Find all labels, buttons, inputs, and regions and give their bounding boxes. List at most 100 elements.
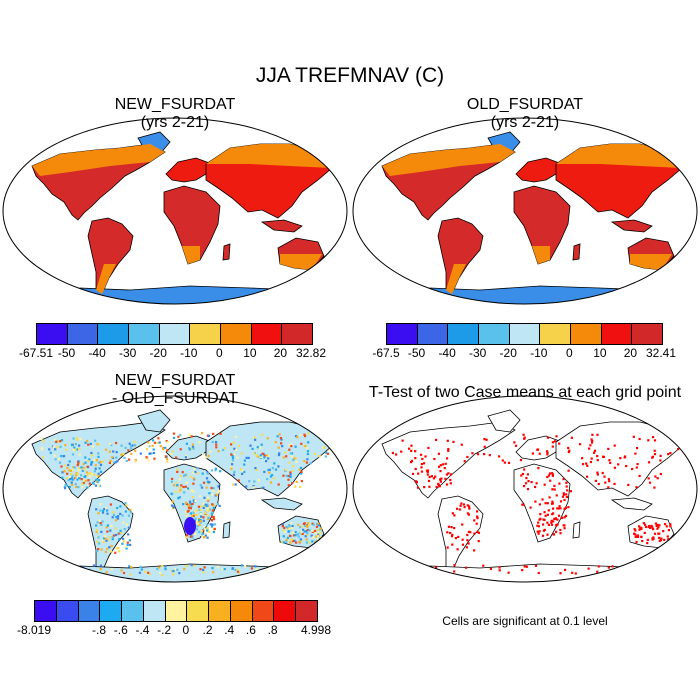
diff-cell [111,536,114,539]
diff-cell [205,486,208,489]
significant-cell [553,488,556,491]
significant-cell [439,480,442,483]
significant-cell [521,569,524,572]
significant-cell [445,473,448,476]
diff-cell [232,483,235,486]
significant-cell [437,482,440,485]
significant-cell [667,541,670,544]
diff-cell [159,445,162,448]
diff-cell [130,565,133,569]
diff-cell [55,440,58,443]
significant-cell [641,539,644,543]
diff-cell [196,520,199,523]
diff-cell [68,485,71,489]
significant-cell [523,436,526,439]
significant-cell [477,540,480,543]
continent-antarctica [379,563,681,582]
diff-cell [77,469,80,472]
colorbar-diff-label: .4 [224,623,235,637]
significant-cell [514,444,518,447]
diff-cell [192,447,195,450]
significant-cell [607,486,610,489]
diff-cell [115,456,118,459]
significant-cell [523,437,526,440]
diff-cell [269,475,273,478]
diff-cell [305,524,308,527]
significant-cell [559,500,563,503]
significant-cell [638,528,641,531]
diff-cell [194,499,197,503]
diff-cell [40,448,43,451]
significant-cell [489,567,492,570]
diff-cell [207,509,210,512]
colorbar-diff-swatch [78,601,101,621]
diff-cell [91,473,94,476]
diff-cell [118,550,121,553]
diff-cell [251,447,254,450]
significant-cell [542,518,545,521]
significant-cell [477,531,480,534]
map-ttest [350,392,700,587]
colorbar-diff-swatch [274,601,297,621]
diff-cell [87,479,90,482]
continent-south-america [437,495,484,573]
diff-cell [206,503,209,506]
diff-cell [120,444,123,447]
diff-cell [185,502,188,506]
diff-cell [56,440,59,443]
diff-cell [303,522,306,525]
diff-cell [90,463,93,466]
significant-cell [648,525,651,528]
diff-cell [164,565,167,568]
diff-cell [56,445,59,448]
significant-cell [439,478,442,481]
diff-cell [95,549,99,552]
significant-cell [391,451,394,455]
diff-cell [293,457,296,460]
diff-cell [211,493,214,496]
significant-cell [401,439,404,442]
diff-cell [97,512,100,515]
diff-cell [172,432,176,435]
significant-cell [454,537,457,540]
significant-cell [539,513,542,516]
diff-cell [49,451,52,454]
diff-cell [310,534,313,537]
diff-cell [75,485,78,489]
colorbar-diff-label: .2 [202,623,213,637]
diff-cell [287,527,290,530]
diff-cell [304,435,307,438]
diff-cell [89,472,92,475]
diff-cell [289,452,292,455]
significant-cell [653,439,657,442]
significant-cell [460,443,463,446]
diff-cell [292,531,295,534]
diff-cell [184,485,187,488]
diff-cell [287,530,291,533]
significant-cell [551,445,554,448]
diff-cell [182,485,185,489]
significant-cell [453,514,456,517]
diff-cell [203,496,206,499]
diff-cell [194,470,197,474]
diff-cell [92,564,95,567]
significant-cell [659,454,662,457]
diff-cell [50,566,53,569]
diff-cell [69,469,73,472]
globe-outline [2,117,348,305]
diff-cell [119,512,122,515]
diff-cell [200,515,203,518]
colorbar-old-swatch [417,324,449,344]
diff-cell [41,447,44,450]
significant-cell [602,455,605,458]
significant-cell [461,523,464,526]
diff-cell [191,514,194,517]
significant-cell [564,506,567,509]
diff-cell [66,570,70,573]
diff-cell [177,497,180,500]
significant-cell [561,516,564,520]
significant-cell [638,525,641,528]
significant-cell [446,439,449,442]
diff-cell [149,452,152,455]
significant-cell [549,479,552,482]
